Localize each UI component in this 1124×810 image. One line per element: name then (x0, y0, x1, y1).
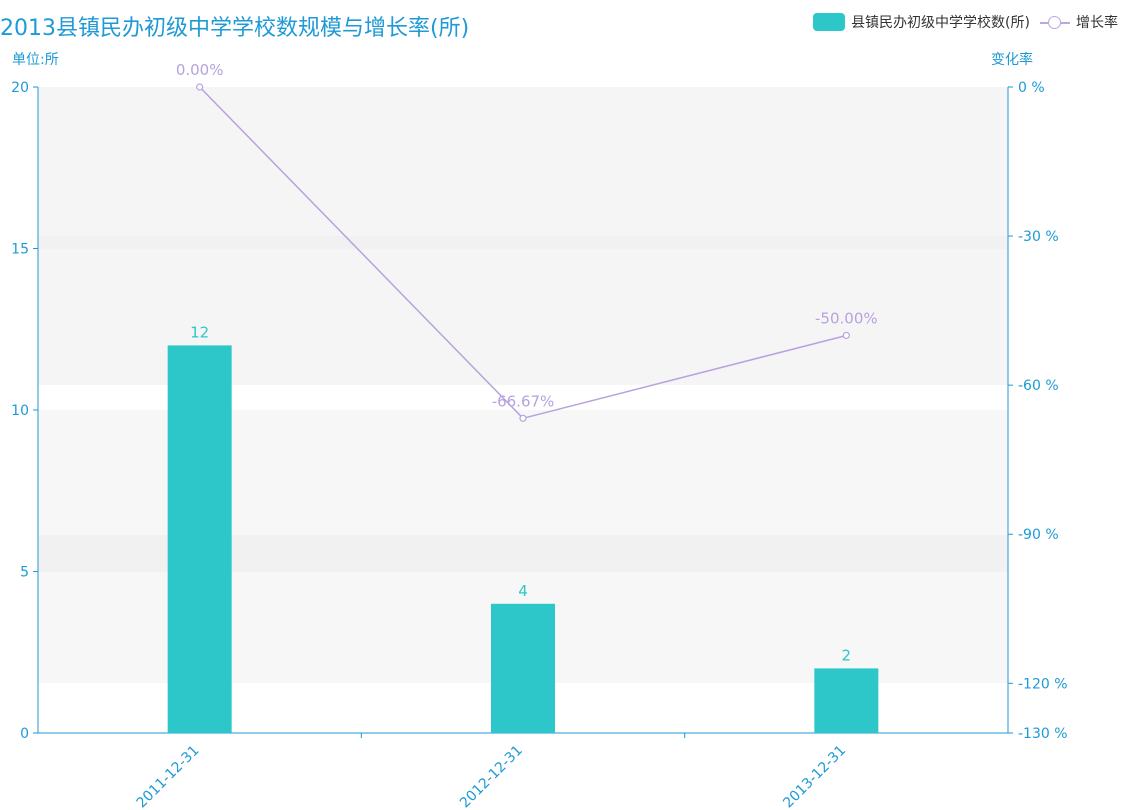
legend-bar-swatch[interactable] (813, 13, 846, 31)
left-tick-label-1: 5 (20, 565, 29, 581)
right-axis-unit: 变化率 (991, 52, 1033, 68)
background-band-0 (38, 87, 1008, 236)
right-tick-label-3: -90 % (1018, 527, 1059, 543)
bar-label-2: 2 (842, 646, 852, 664)
growth-point-0 (196, 83, 204, 91)
x-tick-label-1: 2012-12-31 (457, 743, 526, 810)
left-axis-unit: 单位:所 (12, 52, 59, 68)
bar-label-0: 12 (190, 323, 209, 341)
left-tick-label-0: 0 (20, 726, 29, 742)
right-tick-label-0: 0 % (1018, 80, 1045, 96)
right-tick-label-1: -30 % (1018, 229, 1059, 245)
bar-1 (491, 603, 555, 733)
right-tick-label-4: -120 % (1018, 676, 1068, 692)
bar-0 (167, 345, 232, 733)
chart-legend: 县镇民办初级中学学校数(所) 增长率 (813, 12, 1118, 32)
left-tick-label-2: 10 (11, 403, 29, 419)
growth-point-1 (519, 414, 527, 422)
chart-title: 2013县镇民办初级中学学校数规模与增长率(所) (0, 16, 470, 41)
right-tick-label-2: -60 % (1018, 378, 1059, 394)
bar-2 (814, 668, 879, 733)
left-tick-label-4: 20 (11, 80, 29, 96)
legend-bar-label[interactable]: 县镇民办初级中学学校数(所) (851, 15, 1030, 31)
left-tick-label-3: 15 (11, 242, 29, 258)
growth-label-2: -50.00% (815, 309, 878, 327)
right-tick-label-5: -130 % (1018, 726, 1068, 742)
legend-line-swatch[interactable] (1040, 14, 1070, 30)
x-tick-label-0: 2011-12-31 (134, 743, 203, 810)
x-tick-label-2: 2013-12-31 (780, 743, 849, 810)
growth-label-1: -66.67% (492, 392, 555, 410)
legend-line-label[interactable]: 增长率 (1076, 15, 1118, 31)
bar-label-1: 4 (518, 582, 528, 600)
growth-point-2 (842, 331, 850, 340)
background-band-1 (38, 236, 1008, 249)
growth-label-0: 0.00% (176, 61, 224, 79)
